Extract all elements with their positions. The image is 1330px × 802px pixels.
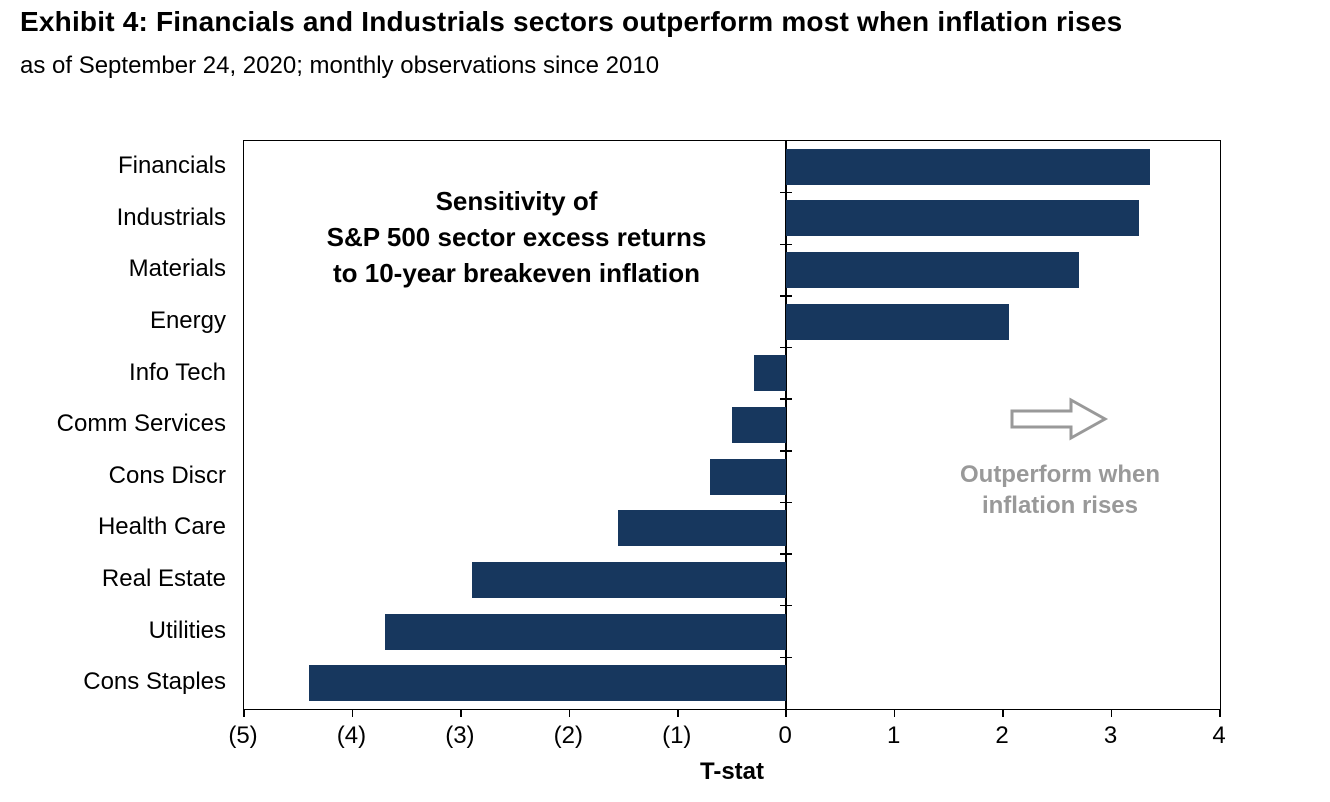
chart-annotation-line: to 10-year breakeven inflation [332,258,701,288]
x-axis-tick [893,710,896,717]
y-axis-labels: Financials Industrials Materials Energy Info… [0,140,226,710]
y-label-financials: Financials [117,152,226,179]
exhibit-subtitle: as of September 24, 2020; monthly observ… [20,52,660,79]
y-label-real-estate: Real Estate [101,565,226,593]
bar-health-care [618,510,787,547]
chart-annotation-line: S&P 500 sector excess returns [326,222,707,252]
chart-annotation-line: Sensitivity of [435,186,598,216]
zero-axis-tick [780,450,793,452]
x-tick-label: 2 [995,722,1009,749]
x-axis-tick [677,710,679,717]
zero-axis-tick [780,398,793,400]
bar-comm-services [732,407,787,443]
x-tick-label: 3 [1103,722,1118,749]
x-axis-tick [785,710,787,717]
zero-axis-tick [780,191,793,194]
x-tick-label: 0 [778,722,792,749]
bar-materials [786,252,1080,289]
exhibit-title: Exhibit 4: Financials and Industrials se… [20,6,1123,37]
x-tick-label: (5) [228,722,258,749]
bar-cons-discr [710,458,787,495]
y-label-energy: Energy [149,306,226,334]
x-axis-labels: (5) (4) (3) (2) (1) 0 1 2 3 4 [228,722,1225,752]
y-label-utilities: Utilities [148,616,226,644]
zero-axis-tick [780,656,793,659]
y-label-materials: Materials [128,255,226,283]
y-label-health-care: Health Care [97,513,226,541]
zero-axis-tick [780,243,793,246]
bar-real-estate [471,561,787,598]
outperform-callout-line: inflation rises [981,492,1139,519]
plot-area: Sensitivity of S&P 500 sector excess retu… [243,140,1221,717]
x-axis-tick [1219,710,1221,717]
x-tick-label: (3) [445,722,475,749]
bar-info-tech [753,355,787,392]
y-label-info-tech: Info Tech [129,358,226,386]
zero-axis-tick [780,604,793,607]
x-tick-label: (1) [662,722,692,749]
x-axis-tick [243,710,245,717]
zero-axis-line [785,141,788,709]
x-tick-label: 4 [1212,722,1226,749]
y-label-comm-services: Comm Services [56,410,226,438]
x-axis-title: T-stat [699,758,764,785]
zero-axis-tick [780,295,793,297]
x-axis-tick [568,710,571,717]
bar-financials [786,148,1150,185]
bar-energy [786,303,1009,340]
x-tick-label: (2) [553,722,583,749]
outperform-callout-line: Outperform when [959,461,1160,488]
x-axis-tick [351,710,354,717]
bar-industrials [786,200,1139,237]
bar-cons-staples [309,665,787,702]
outperform-right-arrow-icon [1010,397,1109,441]
zero-axis-tick [780,553,793,555]
x-axis-tick [460,710,462,717]
y-label-cons-discr: Cons Discr [108,461,226,489]
x-axis-tick [1110,710,1113,717]
x-tick-label: 1 [886,722,901,749]
x-tick-label: (4) [336,722,367,749]
x-axis-tick [1002,710,1004,717]
y-label-industrials: Industrials [116,203,226,231]
y-label-cons-staples: Cons Staples [83,668,226,696]
bar-utilities [384,613,787,650]
outperform-callout-label: Outperform when inflation rises [934,459,1186,521]
zero-axis-tick [780,501,793,504]
chart-annotation: Sensitivity of S&P 500 sector excess retu… [244,183,789,291]
zero-axis-tick [780,346,793,349]
